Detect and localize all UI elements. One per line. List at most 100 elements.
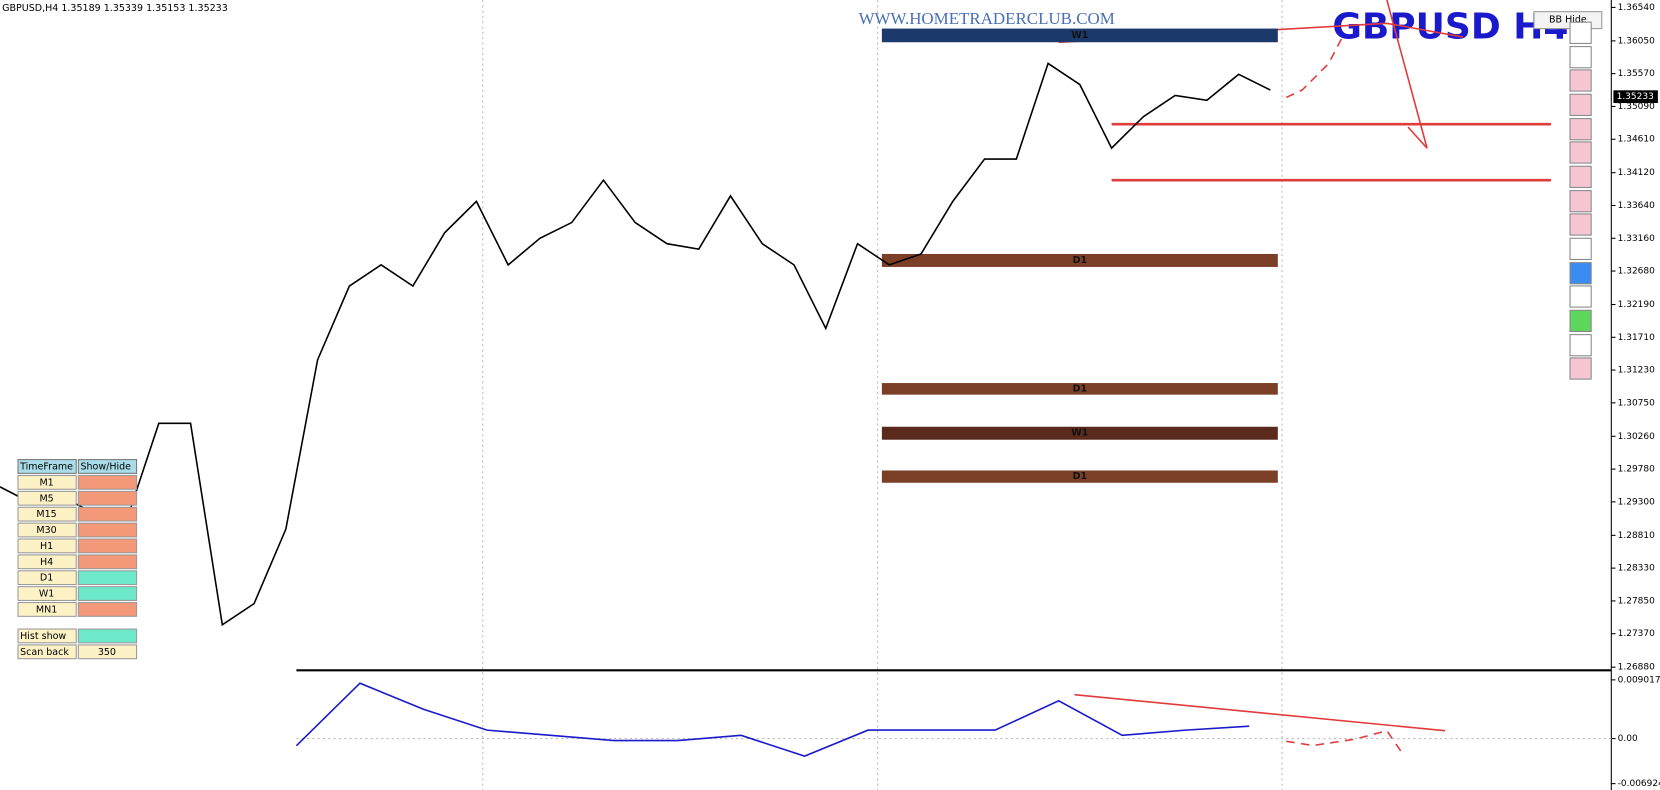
y-tick-label: 1.32680	[1618, 267, 1655, 277]
tf-label: M30	[36, 525, 56, 536]
zone-label: W1	[1071, 428, 1088, 439]
y-tick-label: 1.35570	[1618, 69, 1655, 79]
y-tick-label: 1.28810	[1618, 531, 1655, 541]
symbol-info: GBPUSD,H4 1.35189 1.35339 1.35153 1.3523…	[2, 3, 228, 14]
tf-cell	[17, 538, 77, 554]
show-hide-toggle[interactable]	[77, 522, 138, 538]
scan-back-cell	[17, 644, 77, 660]
tf-cell	[17, 554, 77, 570]
tf-cell	[17, 586, 77, 601]
zone-label: D1	[1073, 471, 1088, 482]
show-hide-toggle[interactable]	[77, 570, 138, 586]
tf-label: MN1	[36, 604, 57, 615]
tf-label: M15	[36, 509, 56, 520]
panel-header: TimeFrame	[19, 462, 73, 473]
tool-button[interactable]	[1569, 118, 1592, 141]
show-hide-toggle[interactable]	[77, 474, 138, 490]
zone-label: W1	[1071, 30, 1088, 41]
projection	[1285, 36, 1344, 99]
y-tick-label: 1.29780	[1618, 465, 1655, 475]
y-tick-label: 1.33160	[1618, 234, 1655, 244]
scan-back-value: 350	[98, 647, 116, 658]
show-hide-toggle[interactable]	[77, 602, 138, 617]
zone	[881, 470, 1278, 483]
tf-label: H1	[40, 541, 53, 552]
tf-cell	[17, 570, 77, 586]
arrow	[1386, 0, 1428, 149]
tool-button[interactable]	[1569, 285, 1592, 308]
tf-label: D1	[40, 573, 53, 584]
hist-show-toggle[interactable]	[77, 628, 138, 644]
tool-button[interactable]	[1569, 262, 1592, 285]
y-tick-label: 1.36540	[1618, 3, 1655, 13]
tf-cell	[17, 602, 77, 617]
bb-hide-label[interactable]: BB Hide	[1549, 15, 1587, 26]
y-tick-label: 1.31710	[1618, 333, 1655, 343]
watermark: WWW.HOMETRADERCLUB.COM	[859, 9, 1115, 28]
tool-button[interactable]	[1569, 334, 1592, 357]
y-tick-label: 1.30750	[1618, 398, 1655, 408]
y-tick-label: 0.00	[1618, 734, 1638, 744]
tool-button[interactable]	[1569, 69, 1592, 92]
tool-button[interactable]	[1569, 46, 1592, 69]
scan-back-label: Scan back	[20, 647, 69, 658]
tf-cell	[17, 522, 77, 538]
show-hide-toggle[interactable]	[77, 506, 138, 522]
zone	[881, 253, 1278, 267]
tf-label: W1	[39, 589, 54, 600]
show-hide-toggle[interactable]	[77, 554, 138, 570]
tf-cell	[17, 506, 77, 522]
tf-label: M1	[39, 477, 53, 488]
panel-header-cell	[77, 459, 138, 474]
toolbar	[1569, 21, 1592, 380]
show-hide-toggle[interactable]	[77, 538, 138, 554]
y-tick-label: 1.31230	[1618, 366, 1655, 376]
tool-button[interactable]	[1569, 357, 1592, 380]
tool-button[interactable]	[1569, 309, 1592, 332]
tf-cell	[17, 490, 77, 506]
tool-button[interactable]	[1569, 93, 1592, 116]
tool-button[interactable]	[1569, 213, 1592, 236]
y-tick-label: 1.35090	[1618, 102, 1655, 112]
y-tick-label: 1.30260	[1618, 432, 1655, 442]
tf-cell	[17, 474, 77, 490]
tool-button[interactable]	[1569, 165, 1592, 188]
zone	[881, 28, 1278, 43]
y-tick-label: 1.34120	[1618, 168, 1655, 178]
show-hide-toggle[interactable]	[77, 490, 138, 506]
hist-show-cell	[17, 628, 77, 644]
price-line	[295, 682, 1250, 757]
current-price-box	[1613, 90, 1658, 104]
zone-label: D1	[1073, 255, 1088, 266]
y-tick-label: 1.27370	[1618, 629, 1655, 639]
panel-header: Show/Hide	[80, 462, 131, 473]
y-tick-label: 1.32190	[1618, 300, 1655, 310]
y-tick-label: 1.27850	[1618, 596, 1655, 606]
y-tick-label: 0.009017	[1618, 675, 1660, 685]
y-tick-label: 1.33640	[1618, 201, 1655, 211]
zone	[881, 383, 1278, 395]
show-hide-toggle[interactable]	[77, 586, 138, 601]
zone	[881, 426, 1278, 440]
y-tick-label: 1.34610	[1618, 135, 1655, 145]
scan-back-input[interactable]	[77, 644, 138, 660]
price-line	[0, 62, 1271, 627]
big-title: GBPUSD H4	[1332, 7, 1568, 48]
current-price-label: 1.35233	[1617, 92, 1654, 102]
tf-label: H4	[40, 557, 53, 568]
y-tick-label: -0.006924	[1618, 779, 1660, 789]
y-tick-label: 1.29300	[1618, 497, 1655, 507]
tool-button[interactable]	[1569, 190, 1592, 213]
hist-show-label: Hist show	[20, 631, 66, 642]
tool-button[interactable]	[1569, 21, 1592, 44]
tool-button[interactable]	[1569, 141, 1592, 164]
zone-label: D1	[1073, 383, 1088, 394]
y-tick-label: 1.36050	[1618, 36, 1655, 46]
y-tick-label: 1.28330	[1618, 564, 1655, 574]
macd-trend-line	[1074, 693, 1446, 732]
tool-button[interactable]	[1569, 237, 1592, 260]
panel-header-cell	[17, 459, 77, 474]
y-tick-label: 1.26880	[1618, 663, 1655, 673]
